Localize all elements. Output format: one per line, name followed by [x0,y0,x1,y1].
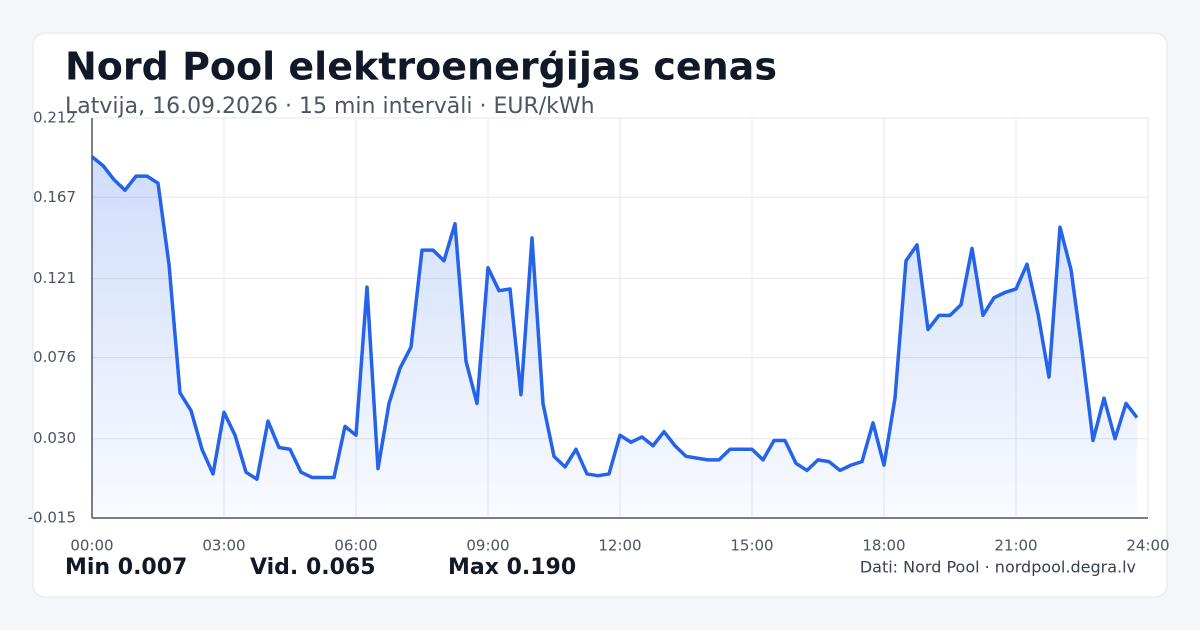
x-tick-label: 15:00 [730,537,773,555]
y-tick-label: 0.076 [33,348,76,366]
x-tick-label: 18:00 [862,537,905,555]
x-tick-label: 03:00 [202,537,245,555]
y-tick-label: 0.212 [33,109,76,127]
chart-subtitle: Latvija, 16.09.2026 · 15 min intervāli ·… [65,94,595,119]
x-tick-label: 24:00 [1126,537,1169,555]
x-tick-label: 06:00 [334,537,377,555]
x-tick-label: 12:00 [598,537,641,555]
x-tick-label: 21:00 [994,537,1037,555]
x-tick-label: 00:00 [70,537,113,555]
line [90,155,1139,481]
stat: Max 0.190 [448,555,576,580]
y-tick-label: 0.121 [33,269,76,287]
stat: Min 0.007 [65,555,187,580]
chart-title: Nord Pool elektroenerģijas cenas [65,45,777,89]
stat: Vid. 0.065 [250,555,376,580]
y-tick-label: 0.030 [33,429,76,447]
x-tick-label: 09:00 [466,537,509,555]
source: Dati: Nord Pool · nordpool.degra.lv [860,558,1136,577]
y-tick-label: 0.167 [33,188,76,206]
area [92,156,1137,518]
y-tick-label: -0.015 [28,509,76,527]
